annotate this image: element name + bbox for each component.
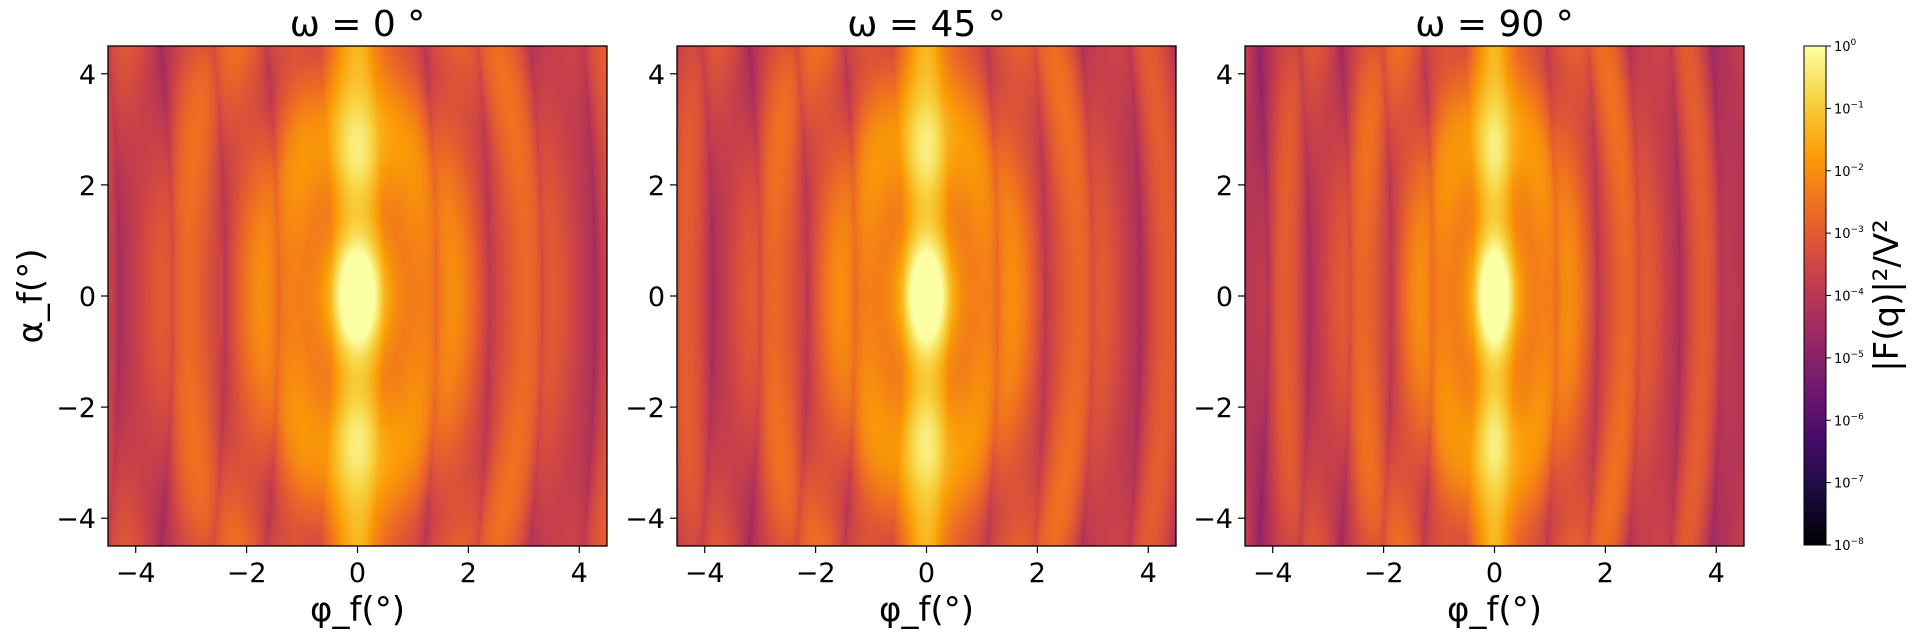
x-tick-label: −2 [227,558,267,589]
y-tick-label: −2 [56,393,96,424]
colorbar-tick-label: 10−5 [1834,350,1864,367]
y-tick-label: 0 [648,282,665,313]
heatmap-image [1245,46,1744,546]
colorbar-tick-label: 10−1 [1834,100,1864,117]
x-tick-label: −4 [685,558,725,589]
y-tick-label: 4 [1216,60,1233,91]
panel-title: ω = 45 ° [847,4,1005,45]
y-tick-label: −2 [1193,393,1233,424]
x-tick-label: −4 [1253,558,1293,589]
x-axis-label: φ_f(°) [879,590,974,630]
x-tick-label: 2 [1597,558,1614,589]
colorbar-tick-label: 10−2 [1834,163,1864,180]
y-tick-label: −4 [56,504,96,535]
y-tick-label: 2 [648,171,665,202]
colorbar-gradient [1803,45,1827,546]
panel-0: ω = 0 ° −4 −2 0 2 4 −4 −2 0 2 4 φ_f(°) α_f(°) [11,4,608,630]
colorbar-tick-label: 10−6 [1834,412,1864,429]
colorbar: 100 10−1 10−2 10−3 10−4 10−5 10−6 10−7 10−8 |F(q)… [1803,38,1907,554]
y-tick-label: −2 [625,393,665,424]
colorbar-label: |F(q)|²/V² [1867,219,1907,372]
heatmap-image [677,46,1176,546]
panel-1: ω = 45 ° −4 −2 0 2 4 −4 −2 0 2 4 φ_f(°) [625,4,1177,630]
colorbar-tick-label: 100 [1834,38,1857,55]
y-tick-label: 0 [1216,282,1233,313]
colorbar-tick-label: 10−3 [1834,225,1864,242]
x-tick-label: −2 [1364,558,1404,589]
x-tick-label: 0 [918,558,935,589]
panel-title: ω = 0 ° [290,4,426,45]
heatmap-image [108,46,607,546]
x-tick-label: 0 [1486,558,1503,589]
x-tick-label: 2 [1029,558,1046,589]
panel-title: ω = 90 ° [1415,4,1573,45]
y-tick-label: −4 [625,504,665,535]
colorbar-tick-label: 10−8 [1834,537,1864,554]
x-tick-label: 4 [1140,558,1157,589]
y-tick-label: 2 [1216,171,1233,202]
y-tick-label: 0 [79,282,96,313]
colorbar-tick-label: 10−4 [1834,288,1864,305]
y-tick-label: 2 [79,171,96,202]
y-axis-label: α_f(°) [11,249,51,344]
panel-2: ω = 90 ° −4 −2 0 2 4 −4 −2 0 2 4 φ_f(°) [1193,4,1745,630]
colorbar-tick-label: 10−7 [1834,475,1864,492]
x-tick-label: −2 [796,558,836,589]
x-tick-label: 0 [349,558,366,589]
x-axis-label: φ_f(°) [310,590,405,630]
y-tick-label: 4 [79,60,96,91]
x-tick-label: 2 [460,558,477,589]
x-tick-label: 4 [571,558,588,589]
x-tick-label: 4 [1708,558,1725,589]
y-tick-label: −4 [1193,504,1233,535]
y-tick-label: 4 [648,60,665,91]
x-tick-label: −4 [116,558,156,589]
x-axis-label: φ_f(°) [1447,590,1542,630]
